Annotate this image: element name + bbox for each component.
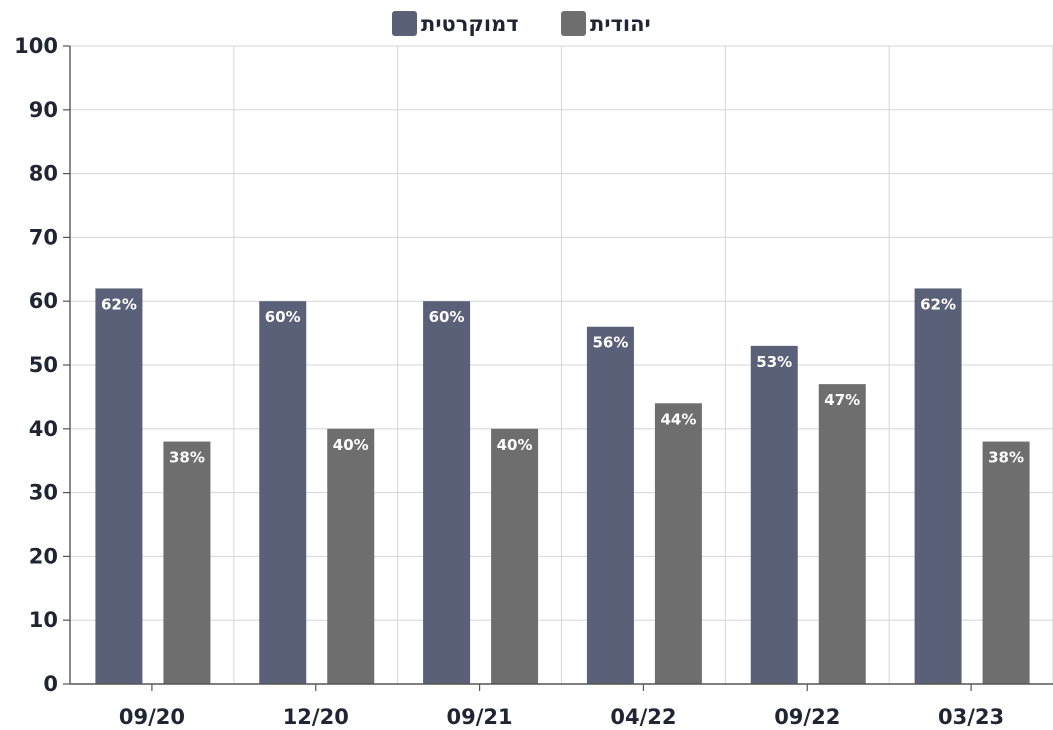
data-label: 62% (920, 295, 956, 313)
grid (70, 45, 1053, 684)
y-tick-label: 20 (29, 544, 58, 568)
legend-swatch (392, 11, 417, 36)
y-tick-label: 40 (29, 417, 58, 441)
y-tick-label: 80 (29, 162, 58, 186)
data-label: 60% (429, 308, 465, 326)
bar-series2 (818, 384, 866, 684)
bar-series1 (750, 345, 798, 684)
data-label: 40% (497, 436, 533, 454)
y-tick-label: 50 (29, 353, 58, 377)
x-tick-label: 09/21 (447, 705, 513, 729)
data-label: 60% (265, 308, 301, 326)
y-tick-label: 60 (29, 289, 58, 313)
data-label: 56% (592, 334, 628, 352)
bar-series1 (95, 288, 143, 684)
legend-label: יהודית (590, 12, 651, 36)
y-tick-label: 10 (29, 608, 58, 632)
y-tick-label: 0 (43, 672, 58, 696)
data-label: 38% (988, 449, 1024, 467)
data-label: 47% (824, 391, 860, 409)
axes: 0 10 20 30 40 50 60 70 80 90 100 09/20 12/20 09/21 04/… (14, 34, 1053, 729)
bar-series2 (982, 441, 1030, 684)
x-tick-label: 04/22 (610, 705, 676, 729)
bar-series2 (491, 428, 539, 684)
y-tick-label: 100 (14, 34, 58, 58)
legend-swatch (561, 11, 586, 36)
legend-label: דמוקרטית (421, 12, 519, 36)
data-label: 40% (333, 436, 369, 454)
bar-series1 (423, 301, 471, 684)
legend: דמוקרטית יהודית (392, 11, 651, 36)
bar-series2 (327, 428, 375, 684)
x-tick-label: 09/22 (774, 705, 840, 729)
x-tick-label: 03/23 (938, 705, 1004, 729)
x-tick-label: 12/20 (283, 705, 349, 729)
bar-series2 (654, 403, 702, 684)
data-label: 44% (660, 410, 696, 428)
y-tick-label: 70 (29, 225, 58, 249)
data-label: 38% (169, 449, 205, 467)
bar-series1 (914, 288, 962, 684)
x-tick-label: 09/20 (119, 705, 185, 729)
bar-series1 (259, 301, 307, 684)
data-label: 62% (101, 295, 137, 313)
bars: 62% 38% 60% 40% 60% 40% 56% 44% 53% 47% 62% 38% (95, 288, 1030, 684)
bar-series2 (163, 441, 211, 684)
data-label: 53% (756, 353, 792, 371)
bar-series1 (586, 326, 634, 684)
y-tick-label: 30 (29, 481, 58, 505)
y-tick-label: 90 (29, 98, 58, 122)
